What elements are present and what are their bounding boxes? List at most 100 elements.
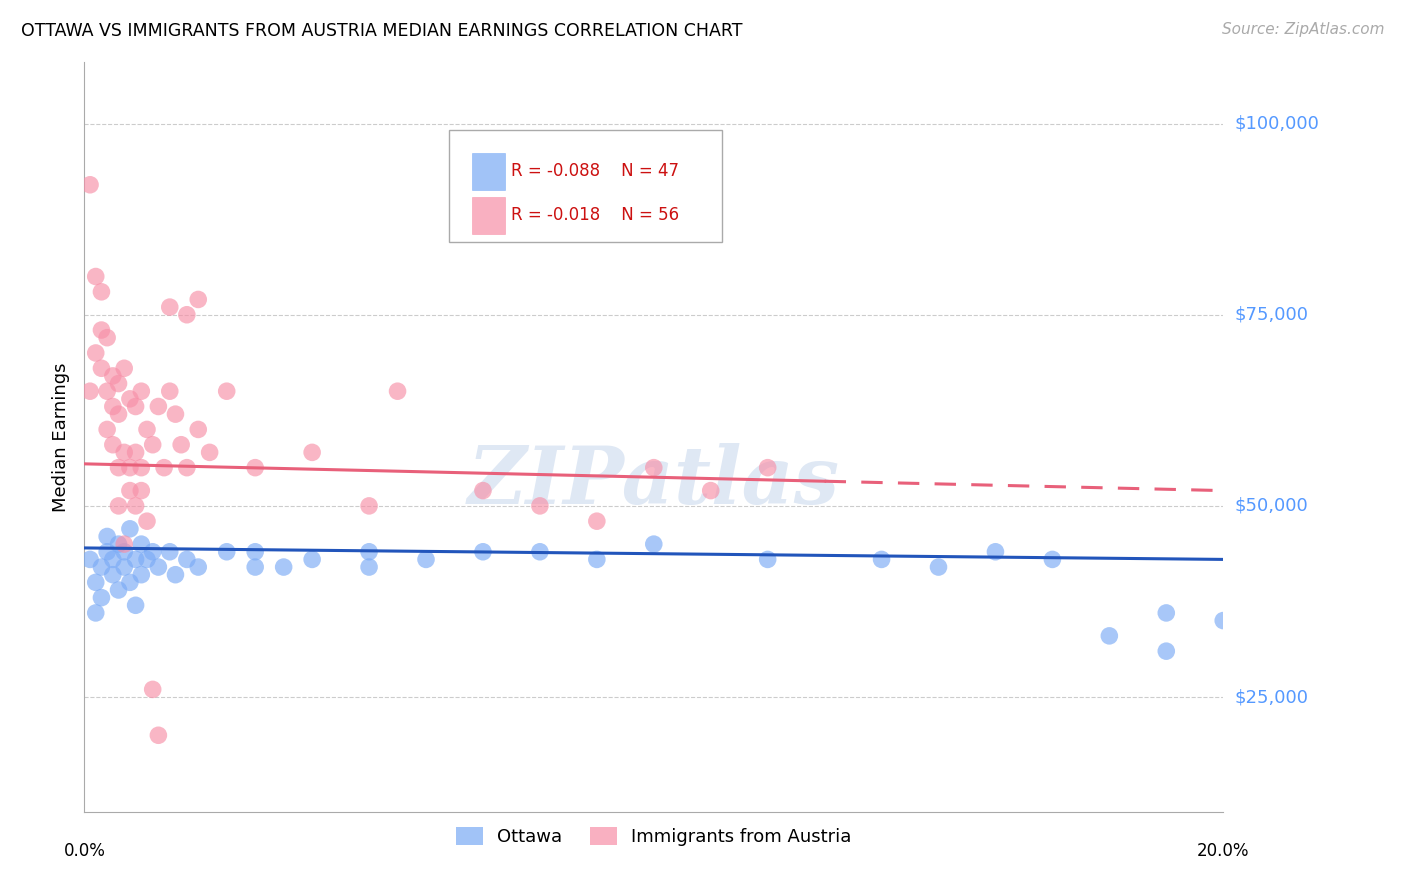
Point	[245, 545, 267, 559]
Point	[107, 407, 129, 421]
Point	[96, 545, 118, 559]
Point	[136, 552, 159, 566]
Point	[112, 545, 135, 559]
Point	[170, 438, 193, 452]
Point	[187, 422, 209, 436]
Point	[79, 178, 101, 192]
Point	[124, 552, 146, 566]
Point	[586, 514, 609, 528]
Point	[159, 384, 181, 399]
Point	[118, 392, 141, 406]
Point	[79, 384, 101, 399]
Point	[101, 438, 124, 452]
Point	[112, 445, 135, 459]
Point	[187, 293, 209, 307]
Point	[472, 483, 495, 498]
Point	[159, 300, 181, 314]
Point	[301, 552, 323, 566]
Point	[96, 529, 118, 543]
Point	[756, 552, 779, 566]
Text: $75,000: $75,000	[1234, 306, 1309, 324]
Point	[107, 582, 129, 597]
Point	[176, 308, 198, 322]
FancyBboxPatch shape	[449, 130, 723, 243]
Point	[107, 537, 129, 551]
Point	[131, 483, 153, 498]
FancyBboxPatch shape	[471, 197, 505, 234]
Point	[359, 560, 381, 574]
Point	[756, 460, 779, 475]
Point	[101, 552, 124, 566]
Point	[142, 545, 165, 559]
Point	[112, 560, 135, 574]
Point	[101, 567, 124, 582]
Point	[187, 560, 209, 574]
Point	[84, 346, 107, 360]
Text: 0.0%: 0.0%	[63, 842, 105, 860]
Text: 20.0%: 20.0%	[1197, 842, 1250, 860]
Point	[301, 445, 323, 459]
Text: R = -0.018    N = 56: R = -0.018 N = 56	[512, 206, 679, 224]
Point	[90, 361, 112, 376]
FancyBboxPatch shape	[471, 153, 505, 190]
Point	[101, 368, 124, 383]
Y-axis label: Median Earnings: Median Earnings	[52, 362, 70, 512]
Point	[159, 545, 181, 559]
Point	[101, 400, 124, 414]
Point	[96, 422, 118, 436]
Point	[142, 682, 165, 697]
Point	[387, 384, 409, 399]
Point	[96, 331, 118, 345]
Point	[245, 460, 267, 475]
Point	[529, 545, 551, 559]
Point	[1042, 552, 1064, 566]
Point	[643, 460, 665, 475]
Point	[107, 460, 129, 475]
Text: $100,000: $100,000	[1234, 114, 1319, 133]
Point	[90, 591, 112, 605]
Point	[84, 269, 107, 284]
Point	[176, 552, 198, 566]
Point	[165, 567, 187, 582]
Point	[118, 575, 141, 590]
Point	[1156, 606, 1178, 620]
Point	[90, 560, 112, 574]
Point	[148, 560, 170, 574]
Point	[90, 323, 112, 337]
Point	[148, 400, 170, 414]
Point	[1098, 629, 1121, 643]
Text: $50,000: $50,000	[1234, 497, 1308, 515]
Point	[131, 537, 153, 551]
Legend: Ottawa, Immigrants from Austria: Ottawa, Immigrants from Austria	[447, 818, 860, 855]
Text: $25,000: $25,000	[1234, 688, 1309, 706]
Point	[215, 384, 238, 399]
Point	[198, 445, 221, 459]
Point	[148, 728, 170, 742]
Point	[112, 537, 135, 551]
Point	[984, 545, 1007, 559]
Point	[112, 361, 135, 376]
Point	[245, 560, 267, 574]
Text: Source: ZipAtlas.com: Source: ZipAtlas.com	[1222, 22, 1385, 37]
Point	[124, 400, 146, 414]
Point	[643, 537, 665, 551]
Point	[176, 460, 198, 475]
Point	[529, 499, 551, 513]
Point	[359, 499, 381, 513]
Point	[359, 545, 381, 559]
Point	[124, 599, 146, 613]
Point	[118, 483, 141, 498]
Point	[84, 575, 107, 590]
Point	[79, 552, 101, 566]
Text: R = -0.088    N = 47: R = -0.088 N = 47	[512, 162, 679, 180]
Point	[215, 545, 238, 559]
Point	[273, 560, 295, 574]
Text: ZIPatlas: ZIPatlas	[468, 443, 839, 521]
Point	[165, 407, 187, 421]
Point	[870, 552, 893, 566]
Point	[131, 460, 153, 475]
Point	[153, 460, 176, 475]
Point	[136, 514, 159, 528]
Point	[415, 552, 437, 566]
Point	[131, 384, 153, 399]
